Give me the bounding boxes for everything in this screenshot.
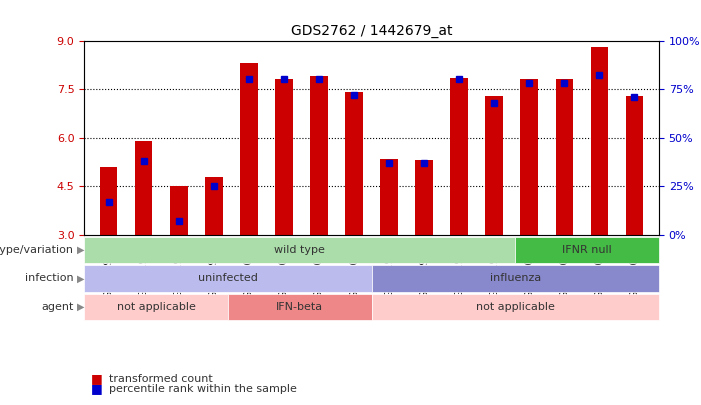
Text: ▶: ▶ [77, 302, 85, 312]
Bar [135, 141, 153, 235]
Bar [556, 79, 573, 235]
Text: ■: ■ [91, 372, 103, 385]
Bar [310, 76, 327, 235]
Bar [415, 160, 433, 235]
Bar [240, 63, 257, 235]
Text: infection: infection [25, 273, 74, 283]
Text: influenza: influenza [489, 273, 541, 283]
Bar [485, 96, 503, 235]
Bar [520, 79, 538, 235]
Bar [625, 96, 643, 235]
Text: IFNR null: IFNR null [562, 245, 612, 255]
Text: not applicable: not applicable [116, 302, 196, 312]
Bar [170, 186, 187, 235]
Text: IFN-beta: IFN-beta [276, 302, 323, 312]
Title: GDS2762 / 1442679_at: GDS2762 / 1442679_at [291, 24, 452, 38]
Text: not applicable: not applicable [476, 302, 554, 312]
Text: ■: ■ [91, 382, 103, 395]
Text: transformed count: transformed count [109, 374, 212, 384]
Text: percentile rank within the sample: percentile rank within the sample [109, 384, 297, 394]
Text: ▶: ▶ [77, 273, 85, 283]
Text: agent: agent [41, 302, 74, 312]
Bar [450, 78, 468, 235]
Bar [380, 159, 397, 235]
Bar [275, 79, 293, 235]
Text: ▶: ▶ [77, 245, 85, 255]
Bar [590, 47, 608, 235]
Bar [345, 92, 363, 235]
Bar [205, 177, 222, 235]
Text: uninfected: uninfected [198, 273, 258, 283]
Bar [100, 167, 117, 235]
Text: genotype/variation: genotype/variation [0, 245, 74, 255]
Text: wild type: wild type [274, 245, 325, 255]
